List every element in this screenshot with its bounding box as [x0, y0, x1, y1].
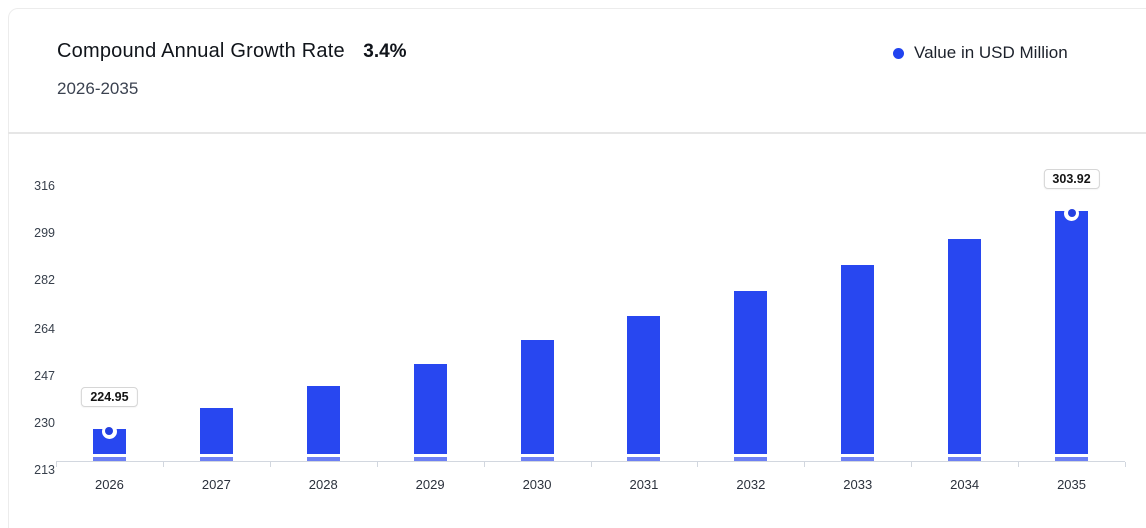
x-axis-line: [56, 461, 1125, 462]
data-point-marker-icon: [101, 423, 117, 439]
x-axis-label-2032: 2032: [736, 477, 766, 492]
x-axis-tick: [1125, 462, 1126, 467]
y-axis-label: 247: [34, 369, 55, 384]
bar-base-strip: [306, 457, 340, 461]
x-axis-label-2033: 2033: [843, 477, 873, 492]
bar-2032[interactable]: [734, 291, 768, 454]
x-axis-tick: [56, 462, 57, 467]
y-axis-label: 299: [34, 225, 55, 240]
bar-2027[interactable]: [199, 407, 233, 454]
bar-2029[interactable]: [413, 363, 447, 454]
y-axis-label: 282: [34, 272, 55, 287]
bar-base-strip: [734, 457, 768, 461]
x-axis-label-2030: 2030: [522, 477, 552, 492]
bar-2034[interactable]: [948, 238, 982, 454]
bar-base-strip: [627, 457, 661, 461]
x-axis-label-2028: 2028: [308, 477, 338, 492]
bar-base-strip: [199, 457, 233, 461]
x-axis-tick: [376, 462, 378, 467]
bar-2035[interactable]: [1055, 211, 1089, 454]
chart-title-row: Compound Annual Growth Rate 3.4%: [57, 40, 407, 63]
bar-2030[interactable]: [520, 340, 554, 454]
value-label: 224.95: [81, 387, 138, 408]
legend-item[interactable]: Value in USD Million: [893, 43, 1068, 63]
bar-base-strip: [92, 457, 126, 461]
chart-subtitle: 2026-2035: [57, 79, 139, 98]
x-axis-label-2026: 2026: [94, 477, 124, 492]
x-axis-tick: [483, 462, 485, 467]
x-axis-tick: [804, 462, 806, 467]
bar-base-strip: [948, 457, 982, 461]
x-axis-label-2034: 2034: [950, 477, 980, 492]
bar-base-strip: [520, 457, 554, 461]
legend-label: Value in USD Million: [914, 43, 1068, 62]
x-axis-tick: [269, 462, 271, 467]
chart-title: Compound Annual Growth Rate: [57, 40, 345, 62]
x-axis-label-2035: 2035: [1057, 477, 1086, 492]
bar-2028[interactable]: [306, 386, 340, 454]
bar-base-strip: [1055, 457, 1089, 461]
y-axis-label: 213: [34, 463, 55, 477]
x-axis-tick: [697, 462, 699, 467]
value-label: 303.92: [1043, 169, 1100, 190]
y-axis-label: 264: [34, 322, 55, 337]
x-axis-tick: [162, 462, 164, 467]
data-point-marker-dot-icon: [105, 427, 114, 436]
x-axis-tick: [911, 462, 913, 467]
header-divider: [8, 132, 1146, 134]
data-point-marker-dot-icon: [1067, 209, 1076, 218]
bar-base-strip: [413, 457, 447, 461]
x-axis-label-2027: 2027: [201, 477, 231, 492]
y-axis-label: 230: [34, 416, 55, 431]
bar-2031[interactable]: [627, 316, 661, 454]
legend-dot-icon: [893, 47, 904, 59]
x-axis-label-2031: 2031: [629, 477, 659, 492]
x-axis-label-2029: 2029: [415, 477, 445, 492]
x-axis-tick: [590, 462, 592, 467]
data-point-marker-icon: [1064, 205, 1080, 221]
y-axis-label: 316: [34, 178, 55, 193]
bar-2033[interactable]: [841, 265, 875, 454]
cagr-value: 3.4%: [363, 41, 407, 62]
bar-base-strip: [841, 457, 875, 461]
x-axis-tick: [1018, 462, 1020, 467]
